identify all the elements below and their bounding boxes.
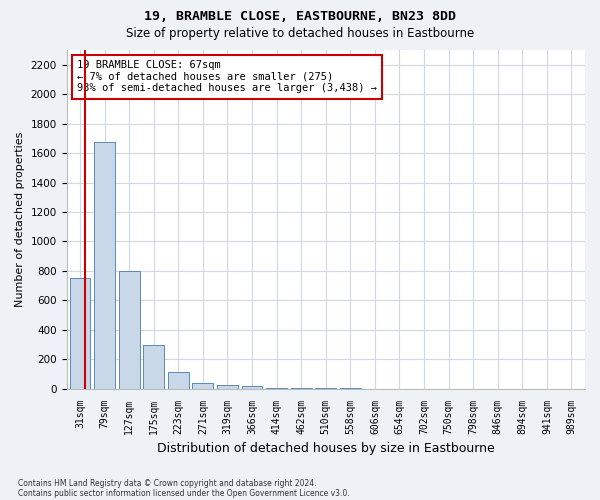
Bar — [168, 372, 189, 388]
X-axis label: Distribution of detached houses by size in Eastbourne: Distribution of detached houses by size … — [157, 442, 494, 455]
Bar — [70, 278, 91, 388]
Text: Contains HM Land Registry data © Crown copyright and database right 2024.: Contains HM Land Registry data © Crown c… — [18, 478, 317, 488]
Bar — [119, 271, 140, 388]
Bar — [94, 142, 115, 388]
Y-axis label: Number of detached properties: Number of detached properties — [15, 132, 25, 307]
Bar — [242, 386, 262, 388]
Text: Contains public sector information licensed under the Open Government Licence v3: Contains public sector information licen… — [18, 488, 350, 498]
Text: 19, BRAMBLE CLOSE, EASTBOURNE, BN23 8DD: 19, BRAMBLE CLOSE, EASTBOURNE, BN23 8DD — [144, 10, 456, 23]
Bar — [143, 344, 164, 389]
Bar — [193, 383, 214, 388]
Text: 19 BRAMBLE CLOSE: 67sqm
← 7% of detached houses are smaller (275)
93% of semi-de: 19 BRAMBLE CLOSE: 67sqm ← 7% of detached… — [77, 60, 377, 94]
Bar — [217, 385, 238, 388]
Text: Size of property relative to detached houses in Eastbourne: Size of property relative to detached ho… — [126, 28, 474, 40]
